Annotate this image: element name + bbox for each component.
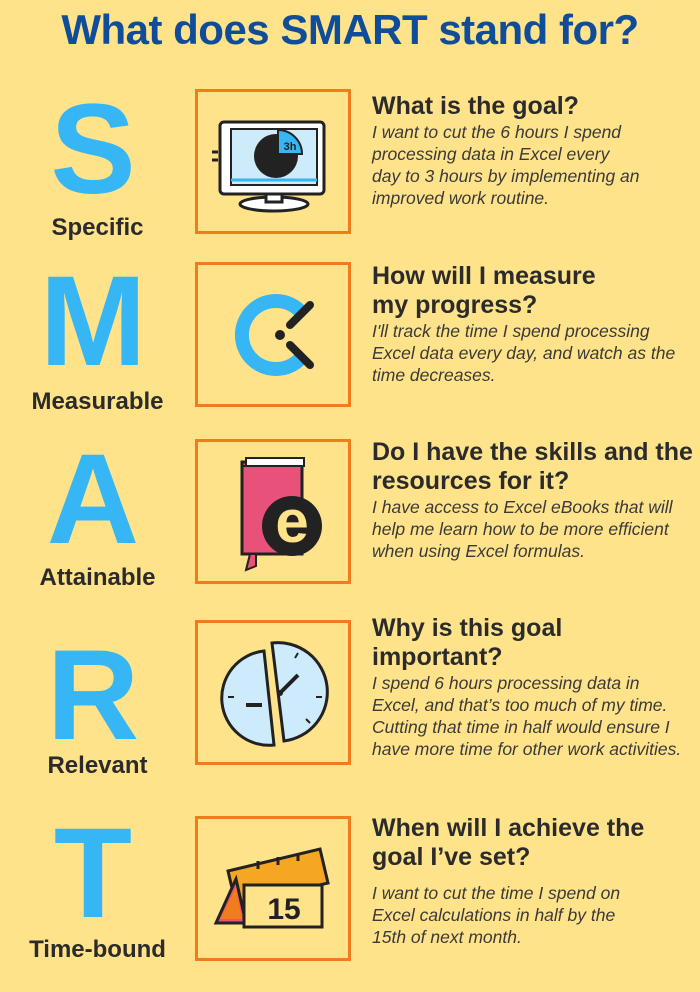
smart-question: What is the goal?	[372, 92, 579, 120]
split-clock-icon	[220, 641, 329, 747]
smart-answer: I'll track the time I spend processing E…	[372, 321, 676, 385]
smart-word: Measurable	[31, 388, 164, 415]
smart-word: Attainable	[39, 564, 156, 591]
monitor-pie-chart-icon: 3h	[212, 120, 326, 213]
smart-answer: I have access to Excel eBooks that will …	[372, 497, 673, 561]
smart-word: Relevant	[47, 752, 148, 779]
smart-word: Time-bound	[29, 936, 166, 963]
smart-letter: M	[39, 250, 147, 393]
timer-gauge-icon	[235, 294, 314, 376]
smart-answer: I want to cut the 6 hours I spend proces…	[372, 122, 640, 208]
smart-answer: I spend 6 hours processing data in Excel…	[372, 673, 682, 759]
smart-answer: I want to cut the time I spend on Excel …	[372, 883, 621, 947]
page-title: What does SMART stand for?	[61, 6, 639, 53]
smart-question: When will I achieve the goal I’ve set?	[372, 814, 645, 871]
smart-letter: S	[50, 78, 136, 221]
smart-text-block: When will I achieve the goal I’ve set? I…	[372, 814, 694, 948]
smart-question: How will I measure my progress?	[372, 262, 596, 319]
smart-question: Do I have the skills and the resources f…	[372, 438, 693, 495]
ebook-icon: e	[240, 457, 322, 572]
calendar-day: 15	[267, 893, 300, 926]
icon-box	[195, 262, 351, 407]
smart-letter: T	[53, 802, 133, 945]
icon-box: 15	[195, 816, 351, 961]
smart-text-block: Why is this goal important? I spend 6 ho…	[372, 614, 694, 760]
icon-box: 3h	[195, 89, 351, 234]
calendar-icon: 15	[213, 847, 330, 929]
smart-letter: A	[46, 428, 140, 571]
smart-question: Why is this goal important?	[372, 614, 563, 671]
smart-text-block: How will I measure my progress? I'll tra…	[372, 262, 694, 386]
smart-letter: R	[46, 624, 140, 767]
pie-label: 3h	[284, 141, 297, 153]
icon-box	[195, 620, 351, 765]
ebook-letter: e	[275, 488, 308, 555]
icon-box: e	[195, 439, 351, 584]
smart-word: Specific	[51, 214, 144, 241]
smart-text-block: Do I have the skills and the resources f…	[372, 438, 694, 562]
smart-text-block: What is the goal? I want to cut the 6 ho…	[372, 92, 694, 209]
